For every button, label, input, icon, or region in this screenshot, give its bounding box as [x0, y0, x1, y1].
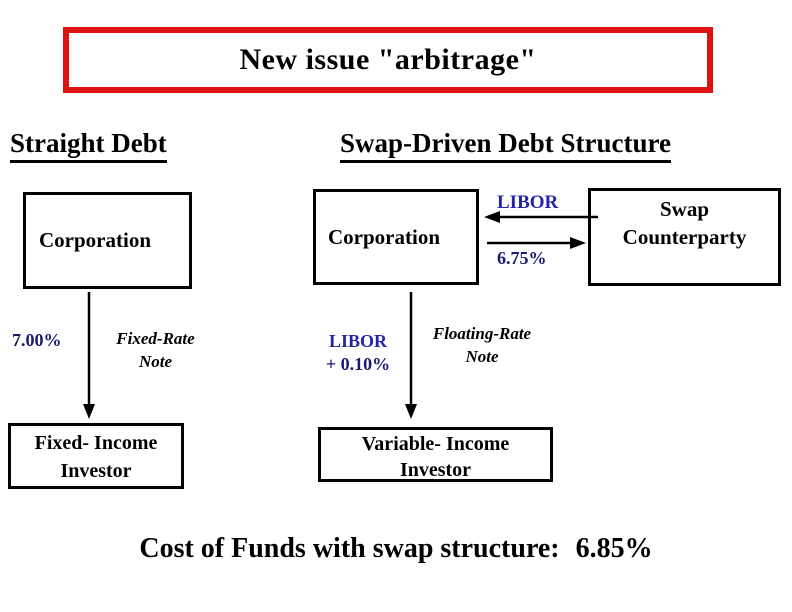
label-straight-rate: 7.00% — [12, 330, 62, 350]
box-corporation-straight-label: Corporation — [39, 228, 151, 252]
slide-title: New issue "arbitrage" — [239, 43, 537, 76]
floating-note-arrow-icon — [405, 292, 417, 419]
box-corporation-swap: Corporation — [313, 189, 479, 285]
swap-counterparty-line1: Swap — [659, 197, 710, 221]
cost-of-funds-value: 6.85% — [575, 533, 653, 564]
label-floating-rate-note: Floating-Rate Note — [418, 323, 546, 369]
box-corporation-swap-label: Corporation — [328, 224, 440, 249]
box-corporation-straight: Corporation — [23, 192, 192, 289]
cost-of-funds-text: Cost of Funds with swap structure: — [139, 533, 560, 564]
box-swap-counterparty: Swap Counterparty — [588, 188, 781, 286]
fixed-investor-line1: Fixed- Income — [34, 432, 158, 454]
swap-counterparty-line2: Counterparty — [622, 225, 747, 250]
slide-title-box: New issue "arbitrage" — [63, 27, 713, 93]
cost-of-funds-line: Cost of Funds with swap structure: 6.85% — [0, 533, 792, 565]
variable-investor-line1: Variable- Income — [361, 433, 510, 455]
libor-plus-line2: + 0.10% — [325, 353, 391, 374]
fixed-rate-note-line2: Note — [138, 351, 173, 371]
box-variable-income-investor: Variable- Income Investor — [318, 427, 553, 482]
heading-straight-debt: Straight Debt — [10, 128, 167, 163]
heading-swap-driven: Swap-Driven Debt Structure — [340, 128, 671, 163]
libor-plus-line1: LIBOR — [328, 331, 388, 351]
label-libor-plus: LIBOR + 0.10% — [314, 330, 402, 375]
variable-investor-line2: Investor — [399, 459, 472, 481]
fixed-rate-note-line1: Fixed-Rate — [116, 329, 195, 348]
fixed-investor-line2: Investor — [60, 460, 132, 482]
box-fixed-income-investor: Fixed- Income Investor — [8, 423, 184, 489]
label-fixed-rate-note: Fixed-Rate Note — [103, 328, 208, 374]
floating-rate-note-line1: Floating-Rate — [432, 324, 532, 343]
label-swap-pay-rate: 6.75% — [497, 248, 547, 268]
floating-rate-note-line2: Note — [465, 346, 499, 366]
label-libor-top: LIBOR — [497, 192, 559, 213]
fixed-note-arrow-icon — [83, 292, 95, 419]
